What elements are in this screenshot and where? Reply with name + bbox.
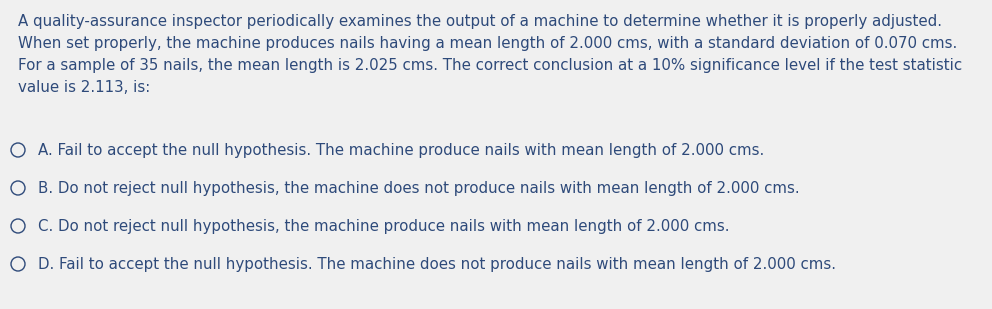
Text: For a sample of 35 nails, the mean length is 2.025 cms. The correct conclusion a: For a sample of 35 nails, the mean lengt… (18, 58, 962, 73)
Text: A. Fail to accept the null hypothesis. The machine produce nails with mean lengt: A. Fail to accept the null hypothesis. T… (38, 142, 764, 158)
Text: A quality-assurance inspector periodically examines the output of a machine to d: A quality-assurance inspector periodical… (18, 14, 942, 29)
Text: C. Do not reject null hypothesis, the machine produce nails with mean length of : C. Do not reject null hypothesis, the ma… (38, 218, 729, 234)
Text: value is 2.113, is:: value is 2.113, is: (18, 80, 150, 95)
Text: B. Do not reject null hypothesis, the machine does not produce nails with mean l: B. Do not reject null hypothesis, the ma… (38, 180, 800, 196)
Text: When set properly, the machine produces nails having a mean length of 2.000 cms,: When set properly, the machine produces … (18, 36, 957, 51)
Text: D. Fail to accept the null hypothesis. The machine does not produce nails with m: D. Fail to accept the null hypothesis. T… (38, 256, 836, 272)
